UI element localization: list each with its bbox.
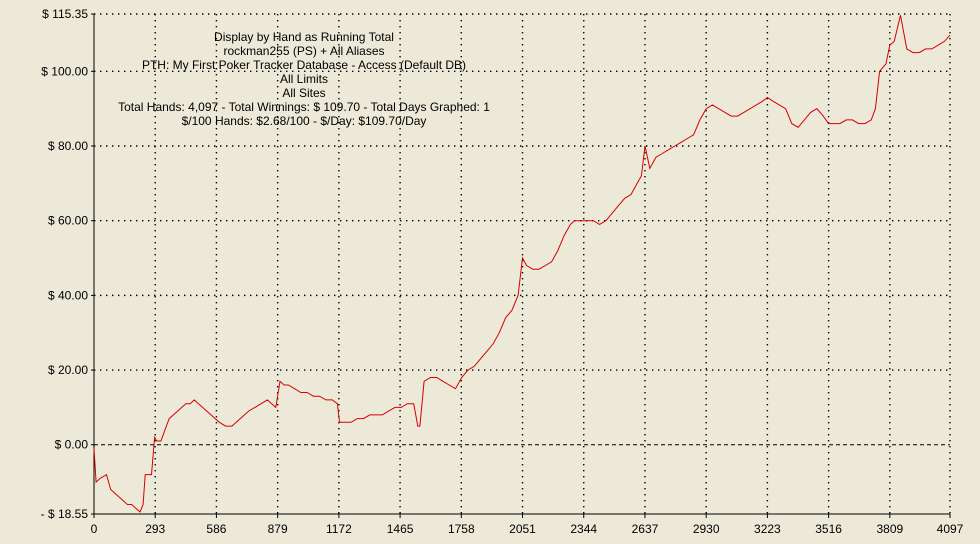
- y-tick-labels: - $ 18.55 $ 0.00 $ 20.00 $ 40.00 $ 60.00 $ 80…: [41, 7, 89, 521]
- y-tick-label: $ 80.00: [48, 139, 88, 153]
- header-line-totals: Total Hands: 4,097 - Total Winnings: $ 1…: [118, 100, 490, 114]
- header-line-limits: All Limits: [279, 72, 328, 86]
- x-tick-label: 3516: [815, 522, 842, 536]
- header-line-database: PTH: My First Poker Tracker Database - A…: [141, 58, 467, 72]
- x-tick-label: 3809: [876, 522, 903, 536]
- x-tick-label: 2637: [632, 522, 659, 536]
- x-tick-label: 2051: [509, 522, 536, 536]
- x-tick-label: 0: [91, 522, 98, 536]
- x-tick-label: 4097: [937, 522, 964, 536]
- grid-layer: [94, 13, 951, 514]
- y-tick-label: - $ 18.55: [41, 507, 89, 521]
- x-tick-label: 1172: [326, 522, 352, 536]
- axis-layer: [91, 13, 951, 518]
- y-tick-label: $ 20.00: [48, 363, 88, 377]
- y-tick-label: $ 60.00: [48, 214, 88, 228]
- x-tick-label: 1758: [448, 522, 475, 536]
- x-tick-label: 3223: [754, 522, 781, 536]
- x-tick-label: 2344: [570, 522, 597, 536]
- x-tick-label: 879: [268, 522, 288, 536]
- header-line-player: rockman255 (PS) + All Aliases: [223, 44, 385, 58]
- x-tick-labels: 0 293 586 879 1172 1465 1758 2051 2344 2637 2930 32…: [91, 522, 964, 536]
- series-layer: [93, 15, 951, 513]
- y-tick-label: $ 40.00: [48, 288, 88, 302]
- running-total-line: [93, 15, 951, 513]
- x-tick-label: 1465: [387, 522, 414, 536]
- chart-header: Display by Hand as Running Total rockman…: [94, 30, 514, 128]
- x-tick-label: 586: [206, 522, 226, 536]
- y-tick-label: $ 0.00: [55, 438, 89, 452]
- header-line-sites: All Sites: [282, 86, 326, 100]
- header-line-rates: $/100 Hands: $2.68/100 - $/Day: $109.70/…: [181, 114, 427, 128]
- y-tick-label: $ 100.00: [41, 64, 88, 78]
- header-line-display-mode: Display by Hand as Running Total: [214, 30, 394, 44]
- x-tick-label: 293: [145, 522, 165, 536]
- y-tick-label: $ 115.35: [42, 7, 88, 21]
- x-tick-label: 2930: [693, 522, 720, 536]
